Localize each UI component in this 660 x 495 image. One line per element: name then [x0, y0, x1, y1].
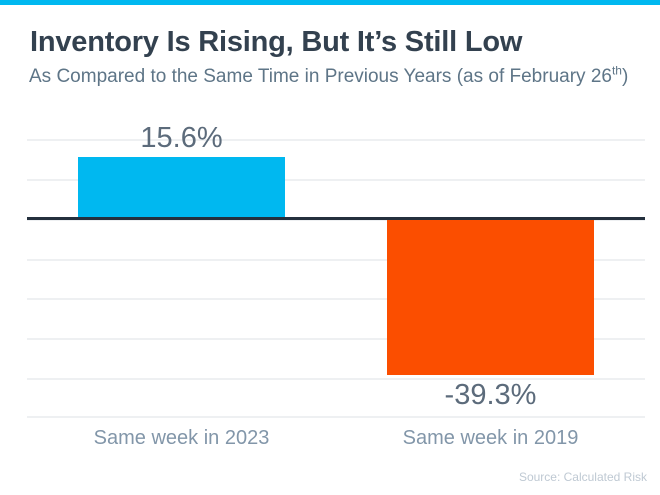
- chart-subtitle: As Compared to the Same Time in Previous…: [29, 63, 629, 88]
- value-label-2023: 15.6%: [140, 121, 223, 154]
- category-axis: Same week in 2023 Same week in 2019: [27, 427, 645, 450]
- accent-strip: [0, 0, 660, 5]
- category-label-2019: Same week in 2019: [402, 427, 579, 449]
- gridline: [27, 298, 645, 301]
- gridline: [27, 416, 645, 418]
- gridline: [27, 338, 645, 341]
- gridline: [27, 139, 645, 141]
- category-label-2023: Same week in 2023: [93, 427, 270, 449]
- value-label-2019: -39.3%: [444, 379, 537, 412]
- gridline: [27, 178, 645, 181]
- zero-axis-line: [27, 217, 645, 221]
- plot-area: 15.6% -39.3%: [27, 122, 645, 418]
- source-credit: Source: Calculated Risk: [518, 470, 647, 484]
- subtitle-close-paren: ): [621, 66, 629, 87]
- bar-2019: [386, 218, 595, 376]
- gridline: [27, 258, 645, 261]
- chart-title: Inventory Is Rising, But It’s Still Low: [30, 26, 523, 58]
- subtitle-text: As Compared to the Same Time in Previous…: [29, 66, 612, 87]
- subtitle-superscript: th: [611, 63, 622, 78]
- bar-2023: [77, 156, 286, 219]
- gridline: [27, 378, 645, 381]
